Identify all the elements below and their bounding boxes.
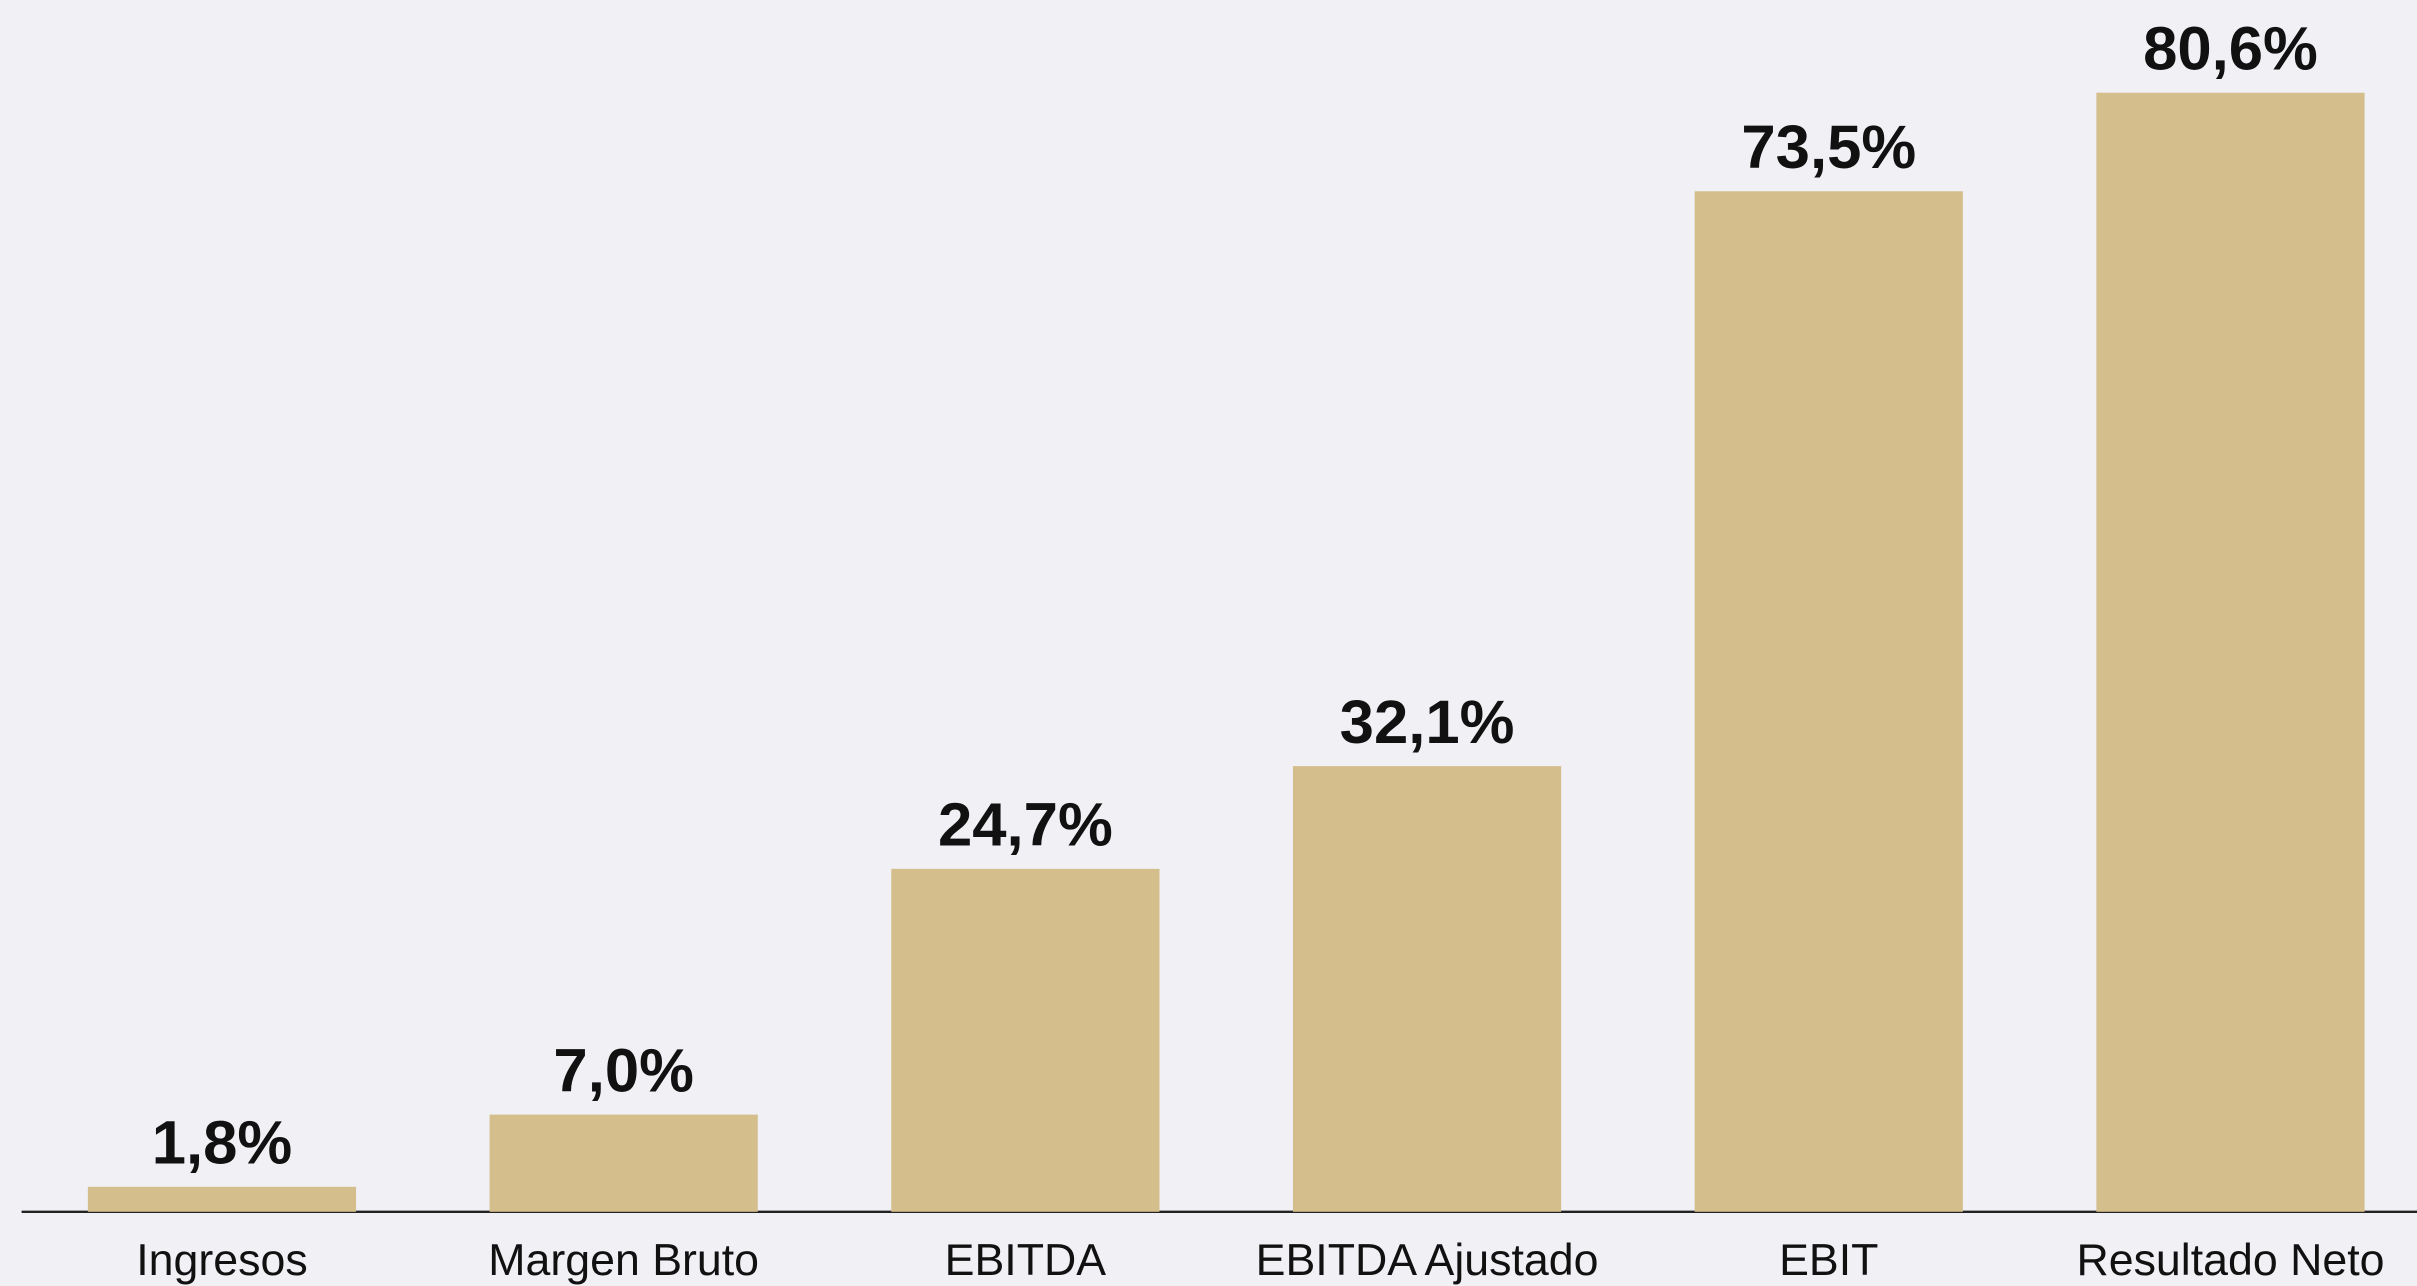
value-label: 80,6% — [2143, 15, 2318, 84]
x-tick-label: EBITDA Ajustado — [1256, 1236, 1599, 1285]
bar — [2096, 92, 2365, 1212]
x-tick-label: Resultado Neto — [2076, 1236, 2384, 1285]
value-label: 7,0% — [553, 1036, 694, 1105]
value-label: 24,7% — [938, 791, 1113, 860]
value-label: 73,5% — [1741, 113, 1916, 182]
x-tick-label: Ingresos — [136, 1236, 307, 1285]
bar — [1694, 191, 1963, 1212]
bar — [891, 868, 1160, 1212]
x-tick-label: EBIT — [1779, 1236, 1878, 1285]
value-label: 32,1% — [1340, 688, 1515, 757]
value-label: 1,8% — [152, 1109, 293, 1178]
x-tick-label: Margen Bruto — [488, 1236, 759, 1285]
bar — [489, 1114, 758, 1212]
bar — [1292, 766, 1562, 1212]
x-tick-label: EBITDA — [945, 1236, 1107, 1285]
bar — [87, 1186, 357, 1212]
